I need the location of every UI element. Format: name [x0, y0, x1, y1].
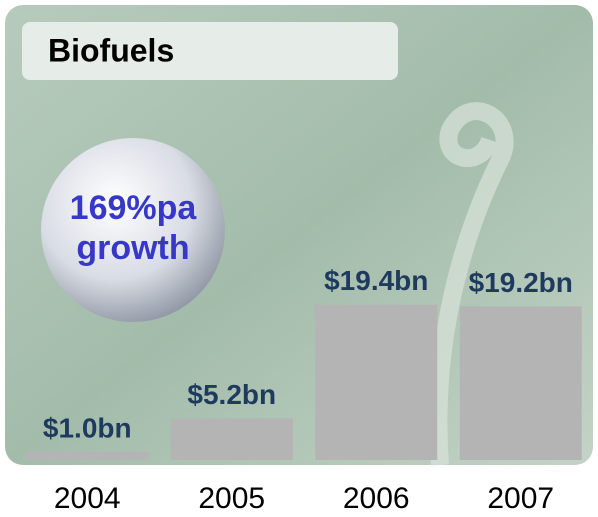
bar	[459, 306, 582, 460]
x-tick-label: 2007	[487, 482, 554, 515]
title-box	[22, 22, 398, 80]
bar	[315, 304, 438, 460]
annotation: growth	[76, 229, 189, 267]
value-label: $19.4bn	[324, 265, 428, 296]
growth-badge	[41, 138, 225, 322]
chart-title: Biofuels	[48, 32, 174, 68]
value-label: $19.2bn	[469, 267, 573, 298]
decoration	[429, 102, 514, 466]
value-label: $5.2bn	[187, 379, 276, 410]
annotation: 169%pa	[70, 189, 198, 227]
x-tick-label: 2006	[343, 482, 410, 515]
bar	[170, 418, 293, 460]
x-tick-label: 2005	[198, 482, 265, 515]
bar	[26, 452, 149, 460]
value-label: $1.0bn	[43, 412, 132, 443]
x-tick-label: 2004	[54, 482, 121, 515]
